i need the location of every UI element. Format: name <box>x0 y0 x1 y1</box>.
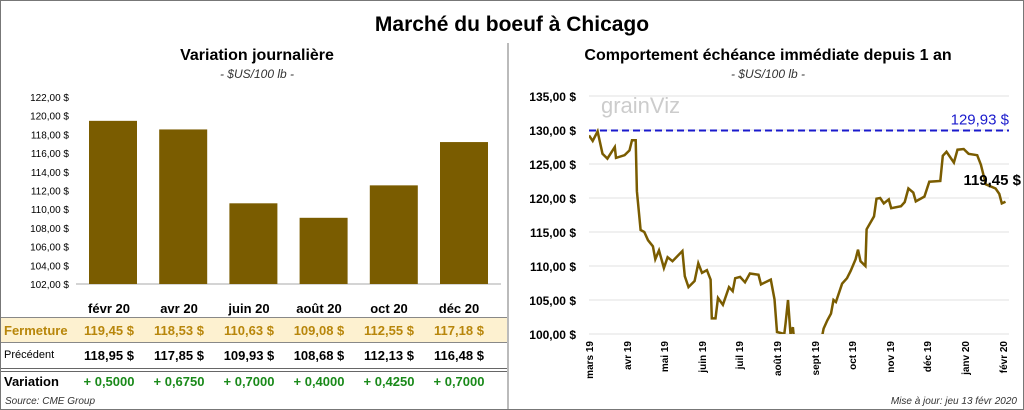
cell: 119,45 $ <box>84 322 134 338</box>
x-tick-label: mai 19 <box>660 341 671 373</box>
right-chart-title: Comportement échéance immédiate depuis 1… <box>584 47 952 64</box>
divider <box>1 368 507 372</box>
y-tick-label: 120,00 $ <box>30 112 69 123</box>
bar <box>89 120 137 284</box>
cell: + 0,4250 <box>363 373 415 389</box>
price-line <box>589 127 1007 334</box>
header-cell: déc 20 <box>438 300 480 316</box>
y-tick-label: 120,00 $ <box>529 192 576 206</box>
bar <box>229 203 278 284</box>
y-tick-label: 104,00 $ <box>30 261 69 272</box>
y-tick-label: 108,00 $ <box>30 224 69 235</box>
y-tick-label: 125,00 $ <box>529 158 576 172</box>
cell: 116,48 $ <box>434 347 484 363</box>
row-label: Précédent <box>4 349 55 361</box>
last-value-label: 119,45 $ <box>963 172 1021 189</box>
bar <box>369 185 418 284</box>
bar <box>440 142 488 284</box>
x-tick-label: janv 20 <box>961 341 972 376</box>
y-tick-label: 100,00 $ <box>529 328 576 342</box>
cell: 109,08 $ <box>293 322 345 338</box>
header-cell: févr 20 <box>88 300 130 316</box>
cell: + 0,5000 <box>83 373 135 389</box>
cell: + 0,4000 <box>293 373 345 389</box>
y-tick-label: 115,00 $ <box>530 226 576 240</box>
bar-chart: 102,00 $ 104,00 $ 106,00 $ 108,00 $ 110,00 $… <box>30 93 501 291</box>
update-note: Mise à jour: jeu 13 févr 2020 <box>890 396 1017 407</box>
y-tick-label: 135,00 $ <box>529 90 576 104</box>
y-tick-label: 102,00 $ <box>30 280 69 291</box>
table-row-fermeture: Fermeture 119,45 $ 118,53 $ 110,63 $ 109… <box>1 318 507 342</box>
cell: + 0,7000 <box>433 373 485 389</box>
x-tick-label: juin 19 <box>698 341 709 374</box>
x-tick-label: déc 19 <box>923 341 934 373</box>
cell: 108,68 $ <box>293 347 345 363</box>
y-tick-label: 114,00 $ <box>31 168 70 179</box>
table-header-row: févr 20 avr 20 juin 20 août 20 oct 20 dé… <box>1 296 513 320</box>
source-note: Source: CME Group <box>5 396 96 407</box>
cell: + 0,7000 <box>223 373 275 389</box>
cell: + 0,6750 <box>153 373 205 389</box>
watermark-logo: grainViz <box>601 93 680 118</box>
cell: 110,63 $ <box>224 322 274 338</box>
row-label: Variation <box>4 373 59 389</box>
x-tick-label: févr 20 <box>999 341 1010 374</box>
line-chart: 100,00 $ 105,00 $ 110,00 $ 115,00 $ 120,00 $… <box>529 90 1021 379</box>
cell: 109,93 $ <box>223 347 275 363</box>
y-tick-label: 106,00 $ <box>30 243 69 254</box>
y-tick-label: 112,00 $ <box>31 187 70 198</box>
reference-label: 129,93 $ <box>951 111 1010 128</box>
cell: 117,18 $ <box>434 322 484 338</box>
divider <box>507 43 509 409</box>
header-cell: juin 20 <box>228 300 270 316</box>
bar <box>159 129 208 284</box>
cell: 112,55 $ <box>364 322 414 338</box>
divider <box>1 317 507 318</box>
y-tick-label: 122,00 $ <box>30 93 69 104</box>
row-label: Fermeture <box>4 322 68 338</box>
y-tick-label: 110,00 $ <box>530 260 576 274</box>
x-tick-label: oct 19 <box>848 341 859 370</box>
cell: 117,85 $ <box>154 347 204 363</box>
x-tick-label: avr 19 <box>623 341 634 370</box>
divider <box>1 342 507 343</box>
table-row-precedent: Précédent 118,95 $ 117,85 $ 109,93 $ 108… <box>1 343 513 367</box>
y-tick-label: 130,00 $ <box>529 124 576 138</box>
cell: 112,13 $ <box>364 347 414 363</box>
y-tick-label: 116,00 $ <box>31 149 70 160</box>
header-cell: août 20 <box>296 300 342 316</box>
page-title: Marché du boeuf à Chicago <box>374 13 650 36</box>
header-cell: avr 20 <box>160 300 198 316</box>
y-tick-label: 110,00 $ <box>31 205 70 216</box>
table-row-variation: Variation + 0,5000 + 0,6750 + 0,7000 + 0… <box>1 369 513 393</box>
right-chart-subtitle: - $US/100 lb - <box>730 67 806 81</box>
y-tick-label: 118,00 $ <box>31 130 70 141</box>
y-tick-label: 105,00 $ <box>529 294 576 308</box>
cell: 118,95 $ <box>84 347 134 363</box>
cell: 118,53 $ <box>154 322 204 338</box>
bar <box>299 217 348 284</box>
x-tick-label: mars 19 <box>585 341 596 379</box>
x-tick-label: juil 19 <box>735 341 746 371</box>
x-tick-label: sept 19 <box>811 341 822 376</box>
x-tick-label: nov 19 <box>886 341 897 373</box>
header-cell: oct 20 <box>370 300 408 316</box>
left-chart-title: Variation journalière <box>180 47 334 64</box>
x-tick-label: août 19 <box>773 341 784 376</box>
left-chart-subtitle: - $US/100 lb - <box>219 67 295 81</box>
